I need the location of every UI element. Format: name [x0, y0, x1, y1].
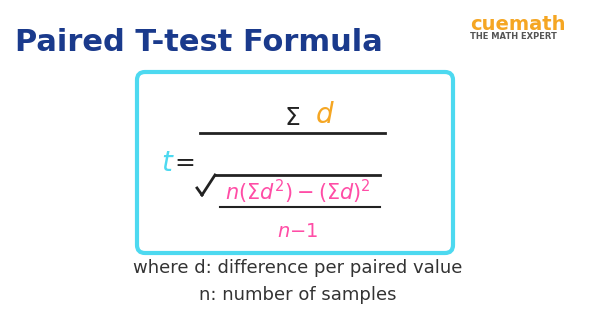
- Text: n: number of samples: n: number of samples: [199, 286, 397, 304]
- Text: where d: difference per paired value: where d: difference per paired value: [133, 259, 463, 277]
- Text: $\Sigma$: $\Sigma$: [284, 106, 300, 130]
- Text: Paired T-test Formula: Paired T-test Formula: [15, 28, 383, 57]
- Text: $n(\Sigma d^2)-(\Sigma d)^2$: $n(\Sigma d^2)-(\Sigma d)^2$: [225, 178, 371, 206]
- Text: $d$: $d$: [315, 101, 335, 129]
- Text: cuemath: cuemath: [470, 15, 565, 34]
- Text: $n\mathit{-}1$: $n\mathit{-}1$: [278, 222, 319, 241]
- Text: THE MATH EXPERT: THE MATH EXPERT: [470, 32, 557, 41]
- Text: $t$: $t$: [161, 149, 175, 177]
- Text: =: =: [174, 151, 195, 175]
- FancyBboxPatch shape: [137, 72, 453, 253]
